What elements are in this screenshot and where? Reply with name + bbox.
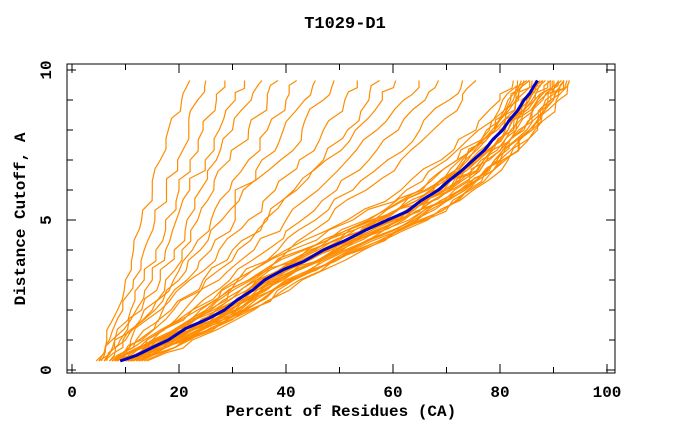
model-curve xyxy=(119,80,530,362)
x-tick-label: 20 xyxy=(169,384,188,402)
model-curve xyxy=(117,80,397,362)
model-curve xyxy=(103,80,316,362)
series-layer xyxy=(95,79,571,363)
model-curve xyxy=(119,79,380,362)
model-curve xyxy=(125,80,544,362)
model-curve xyxy=(109,80,514,362)
x-tick-label: 0 xyxy=(67,384,77,402)
model-curve xyxy=(125,80,420,362)
model-curve xyxy=(138,80,565,362)
x-tick-label: 80 xyxy=(490,384,509,402)
plot-frame xyxy=(66,63,616,374)
chart-title: T1029-D1 xyxy=(304,15,386,34)
model-curve xyxy=(122,80,440,362)
y-tick-label: 10 xyxy=(38,60,56,79)
model-curve xyxy=(95,80,246,362)
x-axis-label: Percent of Residues (CA) xyxy=(226,403,456,421)
model-curve xyxy=(106,80,263,362)
model-curve xyxy=(111,80,358,362)
model-curve xyxy=(141,80,562,362)
x-tick-label: 60 xyxy=(383,384,402,402)
x-tick-label: 100 xyxy=(593,384,622,402)
y-tick-label: 5 xyxy=(38,215,56,225)
model-curve xyxy=(98,79,279,362)
model-curve xyxy=(100,80,207,362)
highlight-curve xyxy=(119,79,539,363)
frame-rect xyxy=(66,63,616,374)
y-axis-label: Distance Cutoff, A xyxy=(12,132,30,305)
axis-ticks xyxy=(67,64,615,373)
model-curve xyxy=(98,80,191,362)
tick-labels: 0 20 40 60 80 100 0 5 10 xyxy=(38,60,621,402)
model-curve xyxy=(114,80,525,362)
model-curve xyxy=(103,80,226,362)
y-tick-label: 0 xyxy=(38,365,56,375)
model-curve xyxy=(114,80,335,362)
model-curve xyxy=(146,80,571,362)
model-curve xyxy=(133,80,553,362)
x-tick-label: 40 xyxy=(276,384,295,402)
